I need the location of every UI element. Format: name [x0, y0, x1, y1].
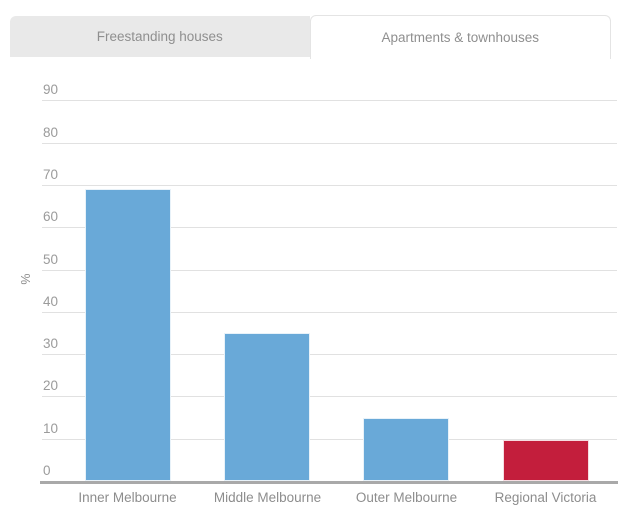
bar-regional-victoria[interactable]	[503, 440, 589, 481]
y-axis-title: %	[19, 273, 33, 285]
y-tick-label-40: 40	[43, 293, 59, 309]
tab-freestanding-houses[interactable]: Freestanding houses	[10, 16, 310, 57]
y-tick-label-80: 80	[43, 124, 59, 140]
bar-outer-melbourne[interactable]	[363, 418, 449, 481]
y-tick-label-10: 10	[43, 420, 59, 436]
y-tick-label-60: 60	[43, 209, 59, 225]
bar-middle-melbourne[interactable]	[224, 333, 310, 481]
category-label-middle-melbourne: Middle Melbourne	[213, 490, 322, 505]
y-tick-label-30: 30	[43, 336, 59, 352]
y-tick-label-20: 20	[43, 378, 59, 394]
gridline-20	[42, 396, 617, 398]
gridline-50	[42, 269, 617, 271]
category-label-inner-melbourne: Inner Melbourne	[78, 490, 177, 505]
tab-freestanding-houses-label: Freestanding houses	[96, 29, 223, 44]
category-label-outer-melbourne: Outer Melbourne	[355, 490, 458, 505]
bar-inner-melbourne[interactable]	[85, 189, 171, 481]
gridline-90	[42, 100, 617, 102]
tab-apartments-townhouses[interactable]: Apartments & townhouses	[309, 15, 611, 59]
gridline-70	[42, 184, 617, 186]
category-label-regional-victoria: Regional Victoria	[494, 490, 597, 505]
chart-tabs: Freestanding houses Apartments & townhou…	[10, 15, 611, 59]
bar-chart-plot-area: 0 10 20 30 40 50 60 70 80 90 Inner Melbourne Middle…	[40, 82, 618, 511]
gridline-60	[42, 227, 617, 229]
x-axis-line	[40, 481, 618, 484]
gridline-10	[42, 438, 617, 440]
gridline-40	[42, 311, 617, 313]
y-tick-label-50: 50	[43, 251, 59, 267]
y-tick-label-70: 70	[43, 166, 59, 182]
y-tick-label-0: 0	[43, 463, 51, 478]
gridline-30	[42, 354, 617, 356]
y-tick-label-90: 90	[43, 82, 59, 98]
tab-apartments-townhouses-label: Apartments & townhouses	[381, 30, 540, 45]
gridline-80	[42, 142, 617, 144]
